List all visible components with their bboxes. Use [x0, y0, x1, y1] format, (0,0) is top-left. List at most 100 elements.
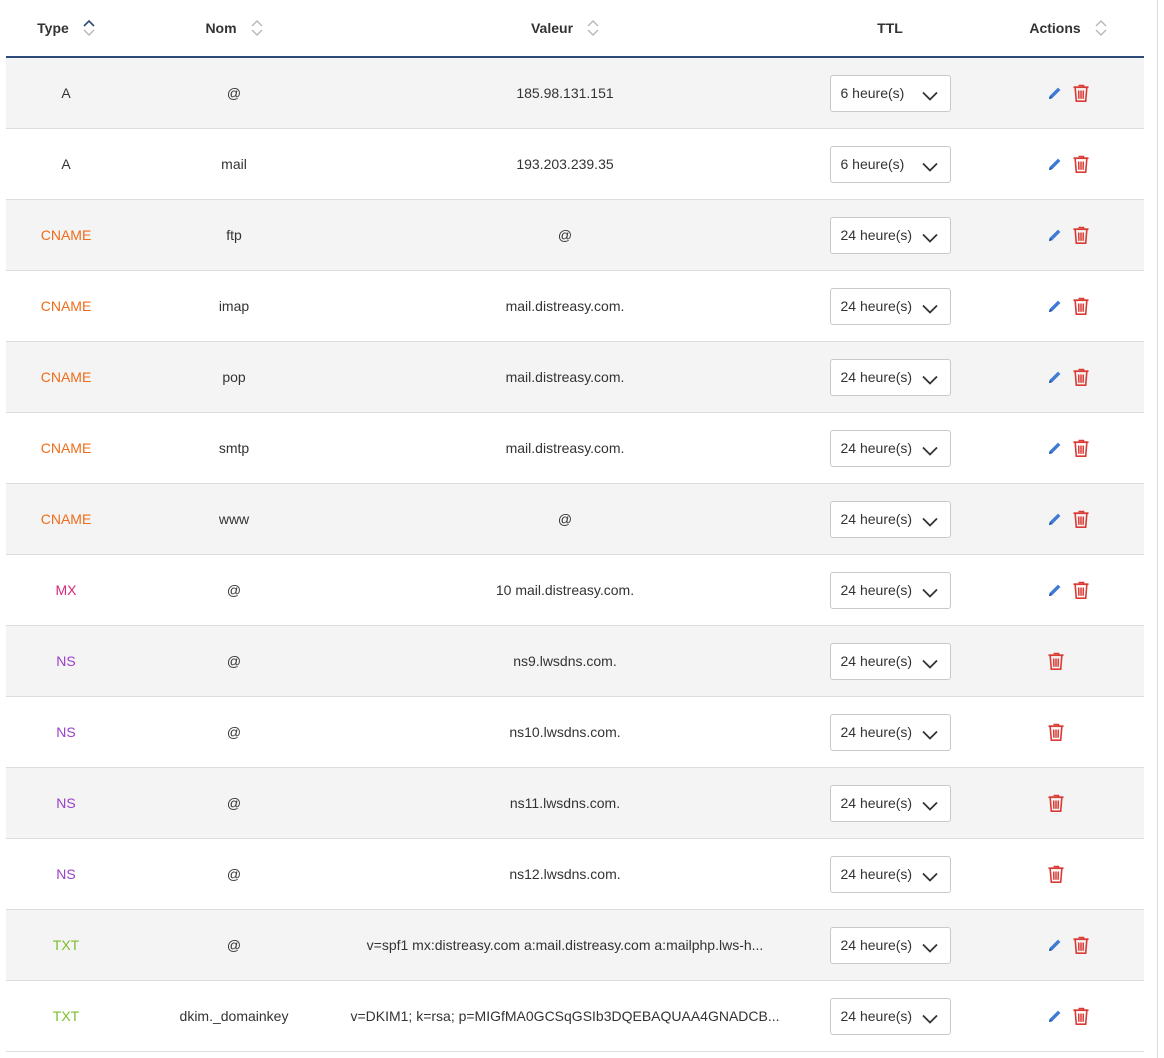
record-type: NS	[56, 653, 76, 669]
trash-icon[interactable]	[1072, 935, 1090, 955]
record-type: NS	[56, 795, 76, 811]
pencil-icon[interactable]	[1047, 156, 1063, 172]
trash-icon[interactable]	[1047, 793, 1065, 813]
record-value: ns12.lwsdns.com.	[509, 866, 621, 882]
chevron-down-icon	[921, 514, 938, 527]
column-header-label: Actions	[1029, 20, 1081, 36]
ttl-selected-value: 24 heure(s)	[840, 1008, 913, 1024]
row-actions	[1047, 367, 1090, 387]
record-name: pop	[222, 369, 246, 385]
sort-icon[interactable]	[1095, 19, 1107, 37]
ttl-select[interactable]: 24 heure(s)	[829, 358, 951, 396]
pencil-icon[interactable]	[1047, 298, 1063, 314]
ttl-select[interactable]: 24 heure(s)	[829, 713, 951, 751]
column-header-valeur[interactable]: Valeur	[342, 0, 788, 56]
ttl-select[interactable]: 6 heure(s)	[829, 74, 951, 112]
ttl-selected-value: 6 heure(s)	[840, 156, 905, 172]
trash-icon[interactable]	[1072, 225, 1090, 245]
actions-cell	[992, 839, 1144, 909]
column-header-type[interactable]: Type	[6, 0, 126, 56]
pencil-icon[interactable]	[1047, 85, 1063, 101]
actions-cell	[992, 981, 1144, 1051]
ttl-select[interactable]: 24 heure(s)	[829, 642, 951, 680]
record-name: @	[226, 937, 242, 953]
table-row: CNAME ftp @ 24 heure(s)	[6, 200, 1144, 271]
record-value: mail.distreasy.com.	[505, 440, 625, 456]
table-row: MX @ 10 mail.distreasy.com. 24 heure(s)	[6, 555, 1144, 626]
record-value: @	[557, 227, 573, 243]
trash-icon[interactable]	[1072, 509, 1090, 529]
ttl-select[interactable]: 24 heure(s)	[829, 429, 951, 467]
ttl-cell: 6 heure(s)	[788, 58, 992, 128]
record-value: v=DKIM1; k=rsa; p=MIGfMA0GCSqGSIb3DQEBAQ…	[350, 1008, 780, 1024]
trash-icon[interactable]	[1072, 367, 1090, 387]
chevron-down-icon	[921, 372, 938, 385]
ttl-cell: 24 heure(s)	[788, 342, 992, 412]
ttl-select[interactable]: 24 heure(s)	[829, 500, 951, 538]
trash-icon[interactable]	[1072, 83, 1090, 103]
ttl-select[interactable]: 24 heure(s)	[829, 571, 951, 609]
ttl-select[interactable]: 24 heure(s)	[829, 287, 951, 325]
record-value: 10 mail.distreasy.com.	[495, 582, 635, 598]
ttl-cell: 24 heure(s)	[788, 271, 992, 341]
record-value: ns11.lwsdns.com.	[509, 795, 621, 811]
record-type: CNAME	[40, 369, 92, 385]
pencil-icon[interactable]	[1047, 440, 1063, 456]
trash-icon[interactable]	[1047, 651, 1065, 671]
trash-icon[interactable]	[1072, 580, 1090, 600]
table-row: TXT @ v=spf1 mx:distreasy.com a:mail.dis…	[6, 910, 1144, 981]
sort-icon[interactable]	[587, 19, 599, 37]
table-header: Type Nom Valeur TTL Actions	[6, 0, 1144, 58]
ttl-cell: 24 heure(s)	[788, 910, 992, 980]
pencil-icon[interactable]	[1047, 369, 1063, 385]
record-name: @	[226, 582, 242, 598]
record-type: TXT	[52, 937, 80, 953]
record-type: TXT	[52, 1008, 80, 1024]
column-header-nom[interactable]: Nom	[126, 0, 342, 56]
sort-icon[interactable]	[251, 19, 263, 37]
row-actions	[1047, 438, 1090, 458]
record-type: CNAME	[40, 298, 92, 314]
ttl-selected-value: 24 heure(s)	[840, 298, 913, 314]
pencil-icon[interactable]	[1047, 1008, 1063, 1024]
trash-icon[interactable]	[1072, 296, 1090, 316]
dns-records-table: Type Nom Valeur TTL Actions	[6, 0, 1144, 1052]
ttl-selected-value: 24 heure(s)	[840, 724, 913, 740]
trash-icon[interactable]	[1072, 154, 1090, 174]
pencil-icon[interactable]	[1047, 937, 1063, 953]
ttl-select[interactable]: 24 heure(s)	[829, 855, 951, 893]
record-name: @	[226, 795, 242, 811]
pencil-icon[interactable]	[1047, 227, 1063, 243]
row-actions	[1047, 722, 1065, 742]
ttl-selected-value: 24 heure(s)	[840, 795, 913, 811]
trash-icon[interactable]	[1072, 1006, 1090, 1026]
ttl-cell: 24 heure(s)	[788, 555, 992, 625]
column-header-label: TTL	[877, 20, 903, 36]
row-actions	[1047, 651, 1065, 671]
record-type: CNAME	[40, 440, 92, 456]
trash-icon[interactable]	[1047, 722, 1065, 742]
pencil-icon[interactable]	[1047, 582, 1063, 598]
chevron-down-icon	[921, 301, 938, 314]
actions-cell	[992, 413, 1144, 483]
ttl-selected-value: 24 heure(s)	[840, 582, 913, 598]
actions-cell	[992, 58, 1144, 128]
sort-asc-icon[interactable]	[83, 19, 95, 37]
chevron-down-icon	[921, 1011, 938, 1024]
record-type: CNAME	[40, 227, 92, 243]
actions-cell	[992, 484, 1144, 554]
pencil-icon[interactable]	[1047, 511, 1063, 527]
record-name: www	[218, 511, 250, 527]
trash-icon[interactable]	[1072, 438, 1090, 458]
ttl-selected-value: 6 heure(s)	[840, 85, 905, 101]
column-header-label: Valeur	[530, 20, 574, 36]
ttl-select[interactable]: 6 heure(s)	[829, 145, 951, 183]
row-actions	[1047, 935, 1090, 955]
ttl-select[interactable]: 24 heure(s)	[829, 216, 951, 254]
column-header-actions[interactable]: Actions	[992, 0, 1144, 56]
trash-icon[interactable]	[1047, 864, 1065, 884]
ttl-select[interactable]: 24 heure(s)	[829, 784, 951, 822]
record-type: A	[61, 85, 71, 101]
ttl-select[interactable]: 24 heure(s)	[829, 997, 951, 1035]
ttl-select[interactable]: 24 heure(s)	[829, 926, 951, 964]
